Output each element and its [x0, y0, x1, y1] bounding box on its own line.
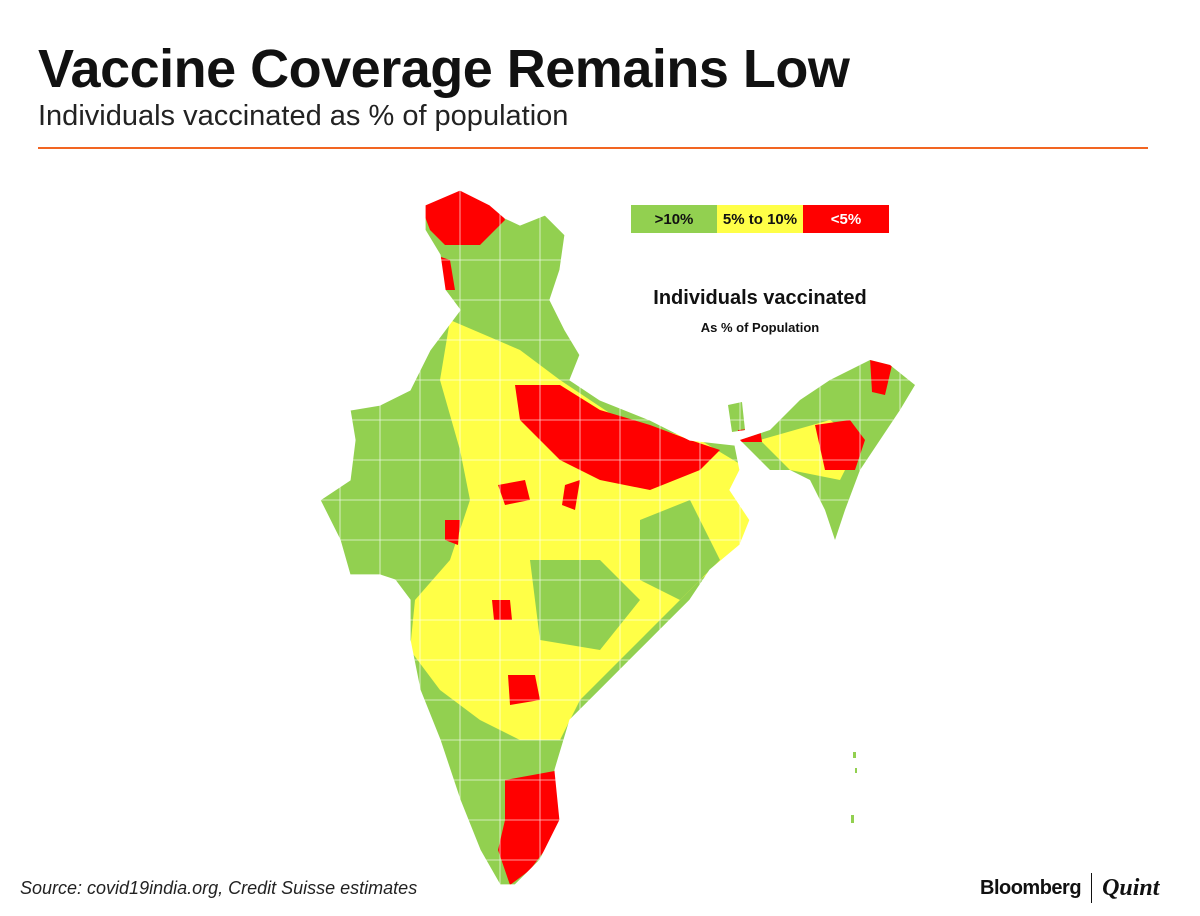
region-below-5-assam-west — [738, 428, 762, 442]
legend-item-5-to-10: 5% to 10% — [717, 205, 803, 233]
logo-separator — [1091, 873, 1093, 903]
region-above-10-inner — [530, 560, 640, 650]
legend-item-above-10: >10% — [631, 205, 717, 233]
region-below-5-maharashtra — [492, 600, 512, 620]
logo-bloomberg: Bloomberg — [980, 876, 1082, 899]
map-title: Individuals vaccinated — [653, 287, 867, 309]
logo-quint: Quint — [1102, 874, 1160, 901]
region-below-5-tamil-nadu — [498, 770, 560, 885]
region-below-5-ne — [815, 420, 865, 470]
country-outline — [319, 189, 751, 886]
divider — [38, 147, 1148, 149]
region-below-5-hyderabad — [508, 675, 540, 705]
islands — [851, 752, 857, 823]
source-note: Source: covid19india.org, Credit Suisse … — [20, 878, 418, 898]
region-below-5-mp — [562, 480, 580, 510]
map-subtitle: As % of Population — [700, 320, 820, 335]
page-subtitle: Individuals vaccinated as % of populatio… — [38, 100, 569, 132]
region-below-5-up-bihar — [515, 385, 720, 490]
region-below-5-west — [445, 520, 460, 545]
legend-item-below-5: <5% — [803, 205, 889, 233]
region-below-5-arunachal — [870, 358, 892, 395]
page-title: Vaccine Coverage Remains Low — [38, 39, 850, 99]
region-below-5-central — [498, 480, 530, 505]
map-legend: >10% 5% to 10% <5% — [631, 205, 889, 233]
bloomberg-quint-logo: Bloomberg Quint — [980, 873, 1159, 903]
